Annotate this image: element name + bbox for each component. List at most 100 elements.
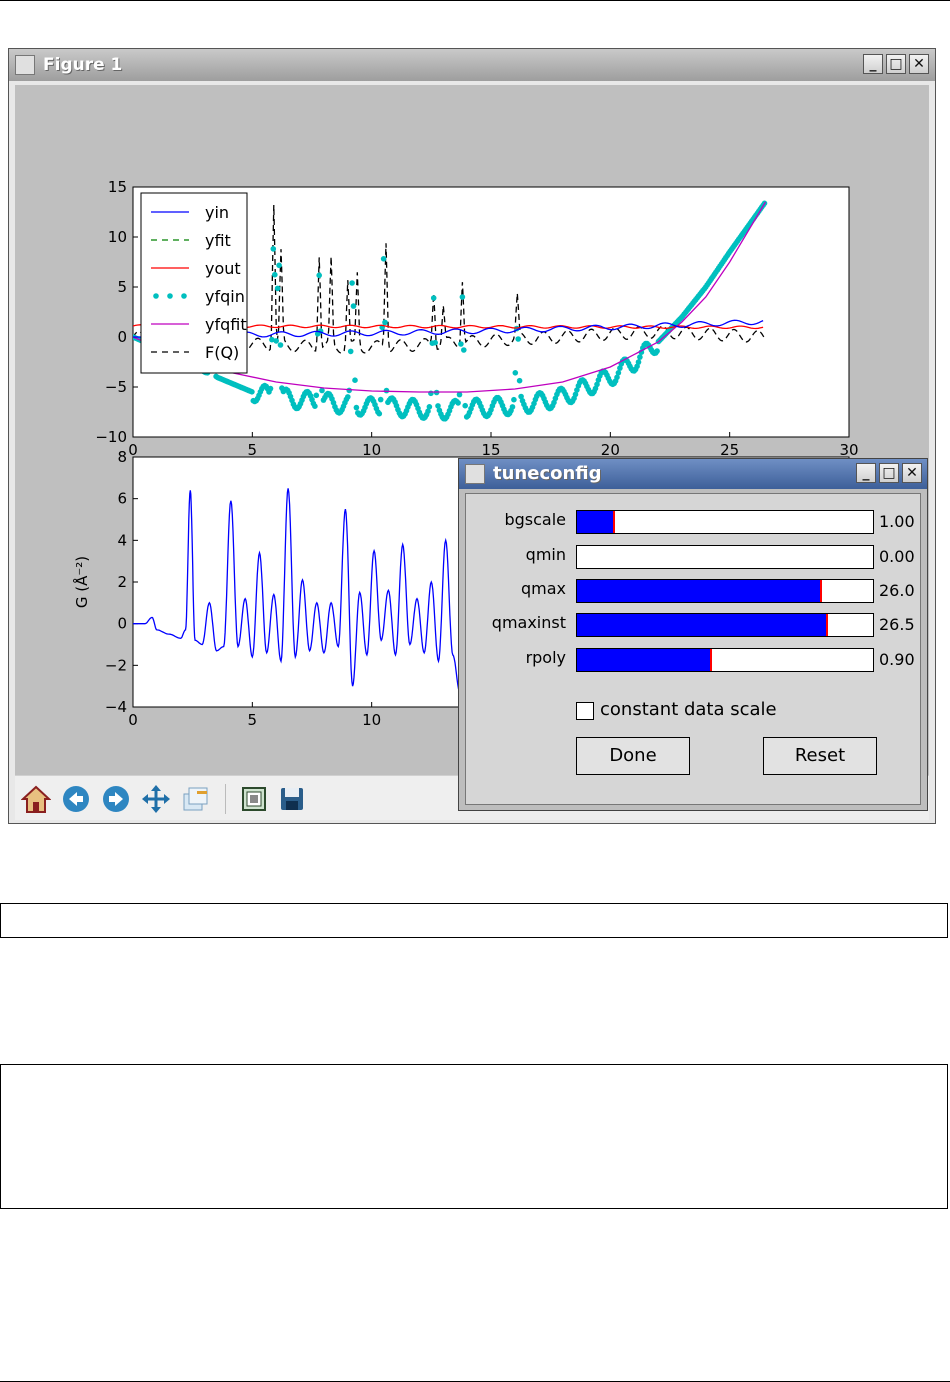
- home-icon[interactable]: [21, 784, 51, 814]
- legend-marker-yfqin: [167, 293, 173, 299]
- constant-data-scale-checkbox[interactable]: [576, 702, 594, 720]
- zoom-icon[interactable]: [181, 784, 211, 814]
- series-point-yfqin: [435, 403, 441, 409]
- series-line-yfqfit: [133, 201, 767, 393]
- slider-fill: [577, 649, 713, 671]
- minimize-button[interactable]: _: [856, 463, 876, 483]
- constant-data-scale-label: constant data scale: [600, 699, 777, 720]
- series-point-yfqin: [376, 410, 383, 417]
- save-icon[interactable]: [277, 784, 307, 814]
- series-point-yfqin: [635, 359, 642, 365]
- back-icon[interactable]: [61, 784, 91, 814]
- series-point-yfqin: [313, 392, 320, 399]
- y-tick-label: −2: [105, 656, 127, 674]
- series-point-yfqin: [267, 385, 274, 392]
- series-point-yfqin: [270, 246, 277, 252]
- pan-icon[interactable]: [141, 784, 171, 814]
- legend-label: yfqin: [205, 287, 245, 306]
- legend-label: yout: [205, 259, 241, 278]
- slider-qmin[interactable]: [576, 545, 874, 569]
- slider-label-qmax: qmax: [520, 579, 566, 598]
- minimize-button[interactable]: _: [863, 54, 883, 74]
- series-point-yfqin: [428, 390, 434, 397]
- tuneconfig-dialog: tuneconfig _ □ ✕ bgscale 1.00 qmin 0.00 qmax…: [458, 458, 928, 811]
- empty-text-box: [0, 1064, 948, 1209]
- maximize-icon: □: [882, 465, 896, 481]
- series-point-yfqin: [461, 347, 467, 353]
- y-tick-label: 8: [117, 448, 127, 466]
- series-point-yfqin: [312, 403, 318, 410]
- series-point-yfqin: [425, 408, 431, 415]
- slider-qmaxinst[interactable]: [576, 613, 874, 637]
- series-point-yfqin: [574, 387, 580, 393]
- top-rule: [0, 0, 950, 1]
- maximize-button[interactable]: □: [879, 463, 899, 483]
- slider-rpoly[interactable]: [576, 648, 874, 672]
- subplots-icon[interactable]: [239, 784, 269, 814]
- done-button[interactable]: Done: [576, 737, 690, 775]
- series-point-yfqin: [512, 370, 519, 376]
- tuneconfig-titlebar[interactable]: tuneconfig _ □ ✕: [459, 459, 927, 489]
- x-tick-label: 5: [248, 441, 258, 459]
- slider-value-rpoly: 0.90: [879, 650, 915, 669]
- axes-frame: [132, 186, 850, 438]
- legend-label: yfqfit: [205, 315, 247, 334]
- series-point-yfqin: [518, 393, 524, 400]
- window-menu-icon[interactable]: [465, 464, 485, 484]
- x-tick-label: 10: [362, 441, 381, 459]
- series-point-yfqin: [277, 342, 284, 348]
- y-axis-label: G (Å⁻²): [72, 556, 91, 608]
- y-tick-label: 15: [108, 178, 127, 196]
- close-button[interactable]: ✕: [902, 463, 922, 483]
- x-tick-label: 0: [128, 711, 138, 729]
- legend-marker-yfqin: [153, 293, 159, 299]
- slider-value-qmax: 26.0: [879, 581, 915, 600]
- y-tick-label: 0: [117, 615, 127, 633]
- minimize-icon: _: [862, 465, 870, 481]
- series-point-yfqin: [347, 348, 354, 355]
- series-point-yfqin: [274, 285, 281, 292]
- tuneconfig-title: tuneconfig: [493, 463, 602, 484]
- series-point-yfqin: [511, 396, 517, 403]
- slider-label-bgscale: bgscale: [504, 510, 566, 529]
- series-point-yfqin: [383, 387, 390, 394]
- series-point-yfqin: [346, 387, 353, 394]
- minimize-icon: _: [869, 56, 877, 72]
- top-axes: 0 5 10 15 20 25 30151050−5−10yinyfityoutyfqiny…: [95, 178, 858, 459]
- legend: yin yfit yout yfqin yfqfit F(Q): [140, 192, 248, 374]
- maximize-icon: □: [889, 56, 903, 72]
- slider-qmax[interactable]: [576, 579, 874, 603]
- legend-label: F(Q): [205, 343, 239, 362]
- tuneconfig-panel: bgscale 1.00 qmin 0.00 qmax 26.0 qmaxinst 26.5 r…: [465, 493, 921, 805]
- legend-box: [140, 192, 248, 374]
- forward-icon[interactable]: [101, 784, 131, 814]
- series-point-yfqin: [345, 394, 351, 400]
- series-point-yfqin: [319, 387, 325, 394]
- series-point-yfqin: [594, 381, 600, 388]
- slider-label-rpoly: rpoly: [525, 648, 566, 667]
- series-point-yfqin: [637, 354, 643, 360]
- series-point-yfqin: [249, 389, 255, 395]
- slider-value-qmaxinst: 26.5: [879, 615, 915, 634]
- figure-titlebar[interactable]: Figure 1 _ □ ✕: [9, 49, 935, 81]
- toolbar-separator: [225, 784, 226, 814]
- close-button[interactable]: ✕: [909, 54, 929, 74]
- slider-fill: [577, 614, 828, 636]
- empty-caption-box: [0, 903, 948, 938]
- maximize-button[interactable]: □: [886, 54, 906, 74]
- y-tick-label: −10: [95, 428, 127, 446]
- series-line-gr: [133, 488, 461, 693]
- series-point-yfqin: [377, 396, 384, 403]
- slider-bgscale[interactable]: [576, 510, 874, 534]
- series-point-yfqin: [456, 391, 463, 398]
- window-menu-icon[interactable]: [15, 55, 35, 75]
- x-tick-label: 10: [362, 711, 381, 729]
- series-point-yfqin: [273, 338, 280, 344]
- x-tick-label: 30: [839, 441, 858, 459]
- x-tick-label: 0: [128, 441, 138, 459]
- x-tick-label: 25: [720, 441, 739, 459]
- slider-label-qmin: qmin: [525, 545, 566, 564]
- slider-value-qmin: 0.00: [879, 547, 915, 566]
- reset-button[interactable]: Reset: [763, 737, 877, 775]
- series-point-yfqin: [352, 377, 358, 384]
